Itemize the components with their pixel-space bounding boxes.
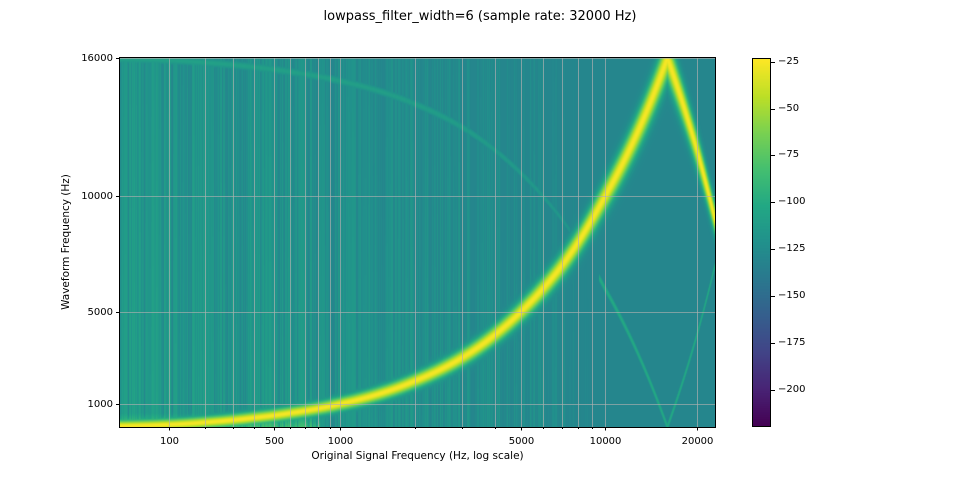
x-tick-label: 100 [159, 436, 180, 447]
x-tick-label: 20000 [681, 436, 714, 447]
x-tick-label: 1000 [327, 436, 354, 447]
plot-area [119, 57, 716, 428]
y-tick-label: 16000 [81, 52, 113, 64]
y-tick-label: 5000 [87, 306, 113, 318]
y-tick-label: 1000 [87, 398, 113, 410]
colorbar-tick-label: −50 [778, 102, 800, 114]
colorbar-tick-label: −150 [778, 289, 806, 301]
spectrogram-heatmap [120, 58, 715, 427]
x-tick-label: 500 [264, 436, 285, 447]
x-axis-label: Original Signal Frequency (Hz, log scale… [311, 450, 524, 462]
grid-lines [120, 58, 715, 427]
chart-title: lowpass_filter_width=6 (sample rate: 320… [323, 9, 637, 24]
colorbar-tick-label: −200 [778, 383, 806, 395]
colorbar-tick-label: −125 [778, 242, 806, 254]
y-tick-label: 10000 [81, 190, 113, 202]
colorbar-tick-label: −100 [778, 195, 806, 207]
colorbar-tick-label: −25 [778, 55, 800, 67]
colorbar [752, 58, 771, 427]
x-tick-label: 5000 [508, 436, 535, 447]
y-axis-label: Waveform Frequency (Hz) [60, 174, 72, 310]
x-tick-label: 10000 [589, 436, 622, 447]
colorbar-tick-label: −175 [778, 336, 806, 348]
colorbar-tick-label: −75 [778, 148, 800, 160]
